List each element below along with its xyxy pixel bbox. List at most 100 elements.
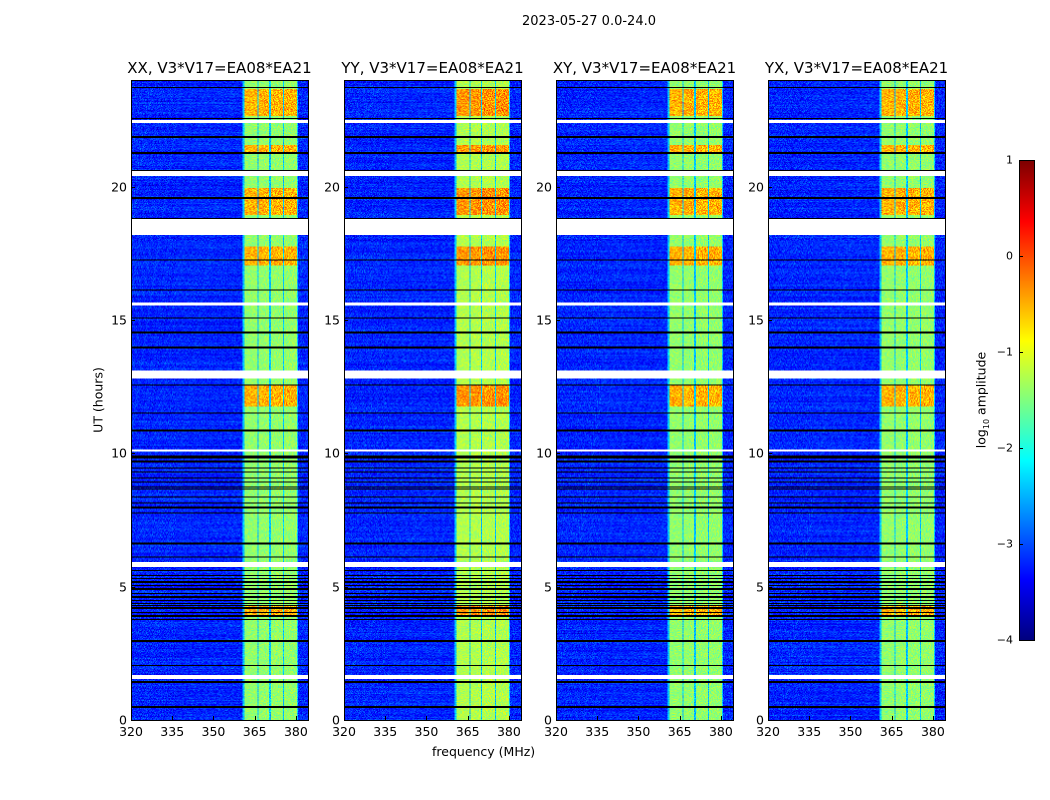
y-tick-mark (556, 186, 560, 188)
y-tick-mark (131, 186, 135, 188)
y-tick-mark (768, 453, 772, 455)
y-tick-label: 20 (748, 179, 764, 195)
x-tick-mark (254, 716, 256, 720)
x-tick-label: 380 (920, 724, 945, 739)
colorbar-tick-label: −1 (996, 345, 1013, 359)
x-tick-label: 320 (119, 724, 143, 739)
x-tick-mark (809, 716, 811, 720)
y-tick-mark (556, 453, 560, 455)
colorbar-label: log10 amplitude (973, 352, 991, 448)
x-tick-label: 335 (160, 724, 185, 739)
y-tick-label: 10 (536, 445, 552, 461)
x-tick-label: 365 (242, 724, 267, 739)
y-tick-mark (131, 453, 135, 455)
y-tick-label: 10 (748, 445, 764, 461)
x-tick-mark (385, 716, 387, 720)
y-tick-label: 10 (324, 445, 340, 461)
x-tick-label: 365 (667, 724, 692, 739)
y-tick-mark (768, 186, 772, 188)
colorbar-label-sub: 10 (981, 418, 991, 430)
colorbar-tick-label: −2 (996, 441, 1013, 455)
x-tick-label: 380 (496, 724, 521, 739)
y-tick-label: 5 (119, 579, 127, 595)
x-tick-label: 350 (838, 724, 863, 739)
colorbar-tick-mark (1019, 352, 1023, 353)
y-tick-mark (768, 320, 772, 321)
x-tick-mark (556, 716, 557, 720)
x-tick-label: 320 (544, 724, 568, 739)
y-tick-mark (768, 586, 772, 588)
y-tick-label: 0 (332, 712, 340, 728)
y-tick-label: 0 (756, 712, 764, 728)
y-tick-mark (556, 320, 560, 321)
x-tick-mark (344, 716, 345, 720)
y-tick-mark (344, 320, 348, 321)
x-tick-mark (508, 716, 510, 720)
colorbar-label-suffix: amplitude (973, 351, 989, 419)
x-tick-label: 350 (414, 724, 439, 739)
y-tick-label: 5 (756, 579, 764, 595)
y-tick-mark (131, 320, 135, 321)
y-tick-label: 15 (536, 312, 552, 328)
x-tick-mark (932, 716, 934, 720)
x-tick-mark (597, 716, 599, 720)
panel-title: XX, V3*V17=EA08*EA21 (127, 59, 312, 77)
y-tick-mark (344, 586, 348, 588)
x-tick-label: 335 (373, 724, 398, 739)
y-tick-mark (131, 720, 135, 721)
y-tick-label: 15 (324, 312, 340, 328)
y-tick-label: 0 (544, 712, 552, 728)
panel-title: YY, V3*V17=EA08*EA21 (341, 59, 524, 77)
x-tick-mark (467, 716, 469, 720)
x-tick-label: 380 (283, 724, 308, 739)
x-tick-label: 365 (879, 724, 904, 739)
heatmap-panel (344, 80, 522, 721)
y-tick-label: 0 (119, 712, 127, 728)
colorbar-label-prefix: log (973, 429, 989, 449)
y-tick-mark (344, 720, 348, 721)
x-tick-label: 335 (585, 724, 610, 739)
x-tick-mark (426, 716, 428, 720)
colorbar-tick-mark (1019, 256, 1023, 257)
heatmap-panel (556, 80, 734, 721)
colorbar-tick-mark (1019, 448, 1023, 449)
panel-title: XY, V3*V17=EA08*EA21 (552, 59, 737, 77)
x-tick-mark (638, 716, 640, 720)
x-tick-mark (891, 716, 893, 720)
colorbar-tick-mark (1019, 640, 1023, 641)
x-tick-mark (679, 716, 681, 720)
colorbar-tick-mark (1019, 160, 1023, 161)
x-tick-label: 350 (626, 724, 651, 739)
y-tick-mark (556, 720, 560, 721)
y-tick-label: 15 (111, 312, 127, 328)
x-tick-label: 350 (201, 724, 226, 739)
x-tick-mark (213, 716, 215, 720)
x-tick-mark (850, 716, 852, 720)
x-tick-label: 380 (708, 724, 733, 739)
y-tick-label: 5 (332, 579, 340, 595)
y-tick-mark (344, 453, 348, 455)
y-tick-label: 20 (111, 179, 127, 195)
colorbar-tick-label: −4 (996, 633, 1013, 647)
y-tick-label: 10 (111, 445, 127, 461)
y-tick-label: 20 (536, 179, 552, 195)
x-tick-mark (720, 716, 722, 720)
y-tick-mark (556, 586, 560, 588)
y-tick-label: 5 (544, 579, 552, 595)
colorbar-tick-label: 1 (1006, 153, 1013, 167)
x-tick-label: 320 (756, 724, 780, 739)
colorbar (1019, 160, 1035, 641)
y-tick-label: 15 (748, 312, 764, 328)
y-tick-label: 20 (324, 179, 340, 195)
figure-title: 2023-05-27 0.0-24.0 (522, 14, 656, 29)
y-axis-label: UT (hours) (90, 367, 106, 433)
x-tick-mark (131, 716, 132, 720)
panel-title: YX, V3*V17=EA08*EA21 (764, 59, 949, 77)
colorbar-tick-label: −3 (996, 537, 1013, 551)
x-tick-label: 335 (797, 724, 822, 739)
y-tick-mark (131, 586, 135, 588)
y-tick-mark (344, 186, 348, 188)
heatmap-panel (768, 80, 946, 721)
colorbar-tick-label: 0 (1006, 249, 1013, 263)
